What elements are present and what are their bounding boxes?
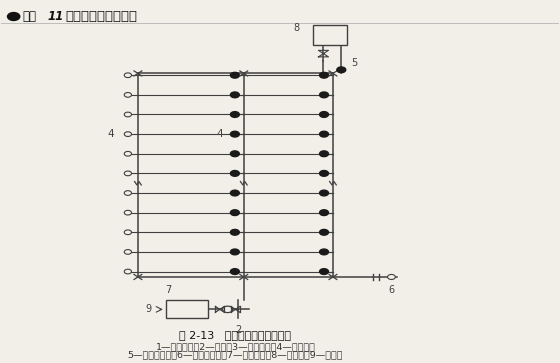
Text: 4: 4 <box>108 129 114 139</box>
Circle shape <box>337 67 346 73</box>
Circle shape <box>230 111 239 117</box>
Circle shape <box>320 249 329 255</box>
Text: 图解: 图解 <box>22 10 36 23</box>
Circle shape <box>124 269 132 274</box>
Circle shape <box>230 131 239 137</box>
Circle shape <box>230 92 239 98</box>
Circle shape <box>320 210 329 216</box>
Circle shape <box>320 190 329 196</box>
Circle shape <box>124 93 132 97</box>
Circle shape <box>230 151 239 157</box>
Circle shape <box>230 210 239 216</box>
Text: 5—试验消防栓；6—水泵接合器；7—消防干管；8—给水管；9—引入管: 5—试验消防栓；6—水泵接合器；7—消防干管；8—给水管；9—引入管 <box>128 351 343 360</box>
Circle shape <box>230 190 239 196</box>
Bar <box>166 300 208 318</box>
Bar <box>314 25 347 45</box>
Circle shape <box>7 13 20 20</box>
Circle shape <box>320 131 329 137</box>
Circle shape <box>124 73 132 78</box>
Text: 4: 4 <box>216 129 223 139</box>
Text: 1—消防水池；2—水泵；3—高位水筱；4—消防栓；: 1—消防水池；2—水泵；3—高位水筱；4—消防栓； <box>156 342 315 351</box>
Circle shape <box>124 210 132 215</box>
Text: 图 2-13   消火栓给水系统的组成: 图 2-13 消火栓给水系统的组成 <box>179 330 291 340</box>
Circle shape <box>230 229 239 235</box>
Text: 5: 5 <box>351 58 358 68</box>
Circle shape <box>230 269 239 274</box>
Circle shape <box>320 269 329 274</box>
Circle shape <box>124 230 132 234</box>
Circle shape <box>320 92 329 98</box>
Circle shape <box>124 250 132 254</box>
Circle shape <box>320 111 329 117</box>
Text: 7: 7 <box>165 285 172 295</box>
Circle shape <box>320 72 329 78</box>
Circle shape <box>230 171 239 176</box>
Text: 9: 9 <box>146 305 152 314</box>
Text: 2: 2 <box>235 325 241 335</box>
Circle shape <box>124 191 132 195</box>
Text: 8: 8 <box>293 23 300 33</box>
Circle shape <box>124 171 132 176</box>
Circle shape <box>124 151 132 156</box>
Circle shape <box>223 306 232 313</box>
Text: 3: 3 <box>326 30 334 40</box>
Circle shape <box>124 132 132 136</box>
Circle shape <box>320 229 329 235</box>
Circle shape <box>388 274 395 280</box>
Text: 消火栓给水系统组成: 消火栓给水系统组成 <box>66 10 137 23</box>
Text: 6: 6 <box>389 285 394 295</box>
Circle shape <box>320 151 329 157</box>
Circle shape <box>320 171 329 176</box>
Circle shape <box>230 72 239 78</box>
Circle shape <box>124 112 132 117</box>
Text: 1: 1 <box>183 305 190 314</box>
Circle shape <box>230 249 239 255</box>
Text: 11: 11 <box>48 10 64 23</box>
